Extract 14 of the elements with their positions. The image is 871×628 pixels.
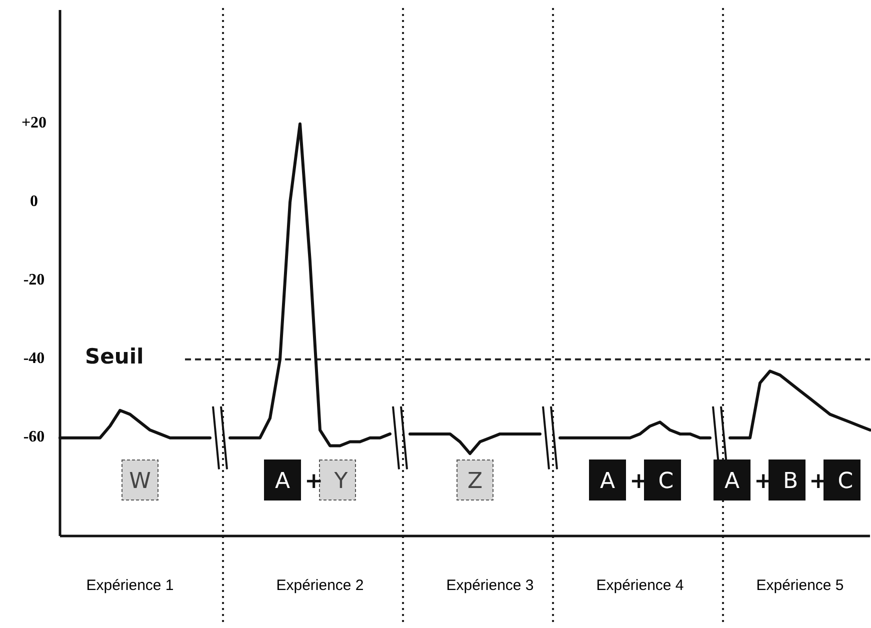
y-tick-label: -20 bbox=[23, 272, 45, 289]
x-tick-label: Expérience 4 bbox=[596, 577, 684, 594]
ref-line-label: Seuil bbox=[85, 344, 144, 368]
annotation: Z bbox=[467, 469, 483, 494]
y-tick-label: 0 bbox=[30, 193, 38, 210]
y-tick-label: +20 bbox=[21, 114, 47, 132]
y-tick-label: -60 bbox=[23, 428, 45, 446]
x-tick-label: Expérience 5 bbox=[756, 577, 844, 594]
x-tick-label: Expérience 2 bbox=[276, 577, 364, 594]
annotation: W bbox=[129, 469, 152, 494]
x-tick-label: Expérience 1 bbox=[86, 577, 174, 594]
annotation: A + Y bbox=[274, 469, 348, 494]
x-tick-label: Expérience 3 bbox=[446, 577, 534, 594]
y-tick-label: -40 bbox=[23, 350, 45, 368]
